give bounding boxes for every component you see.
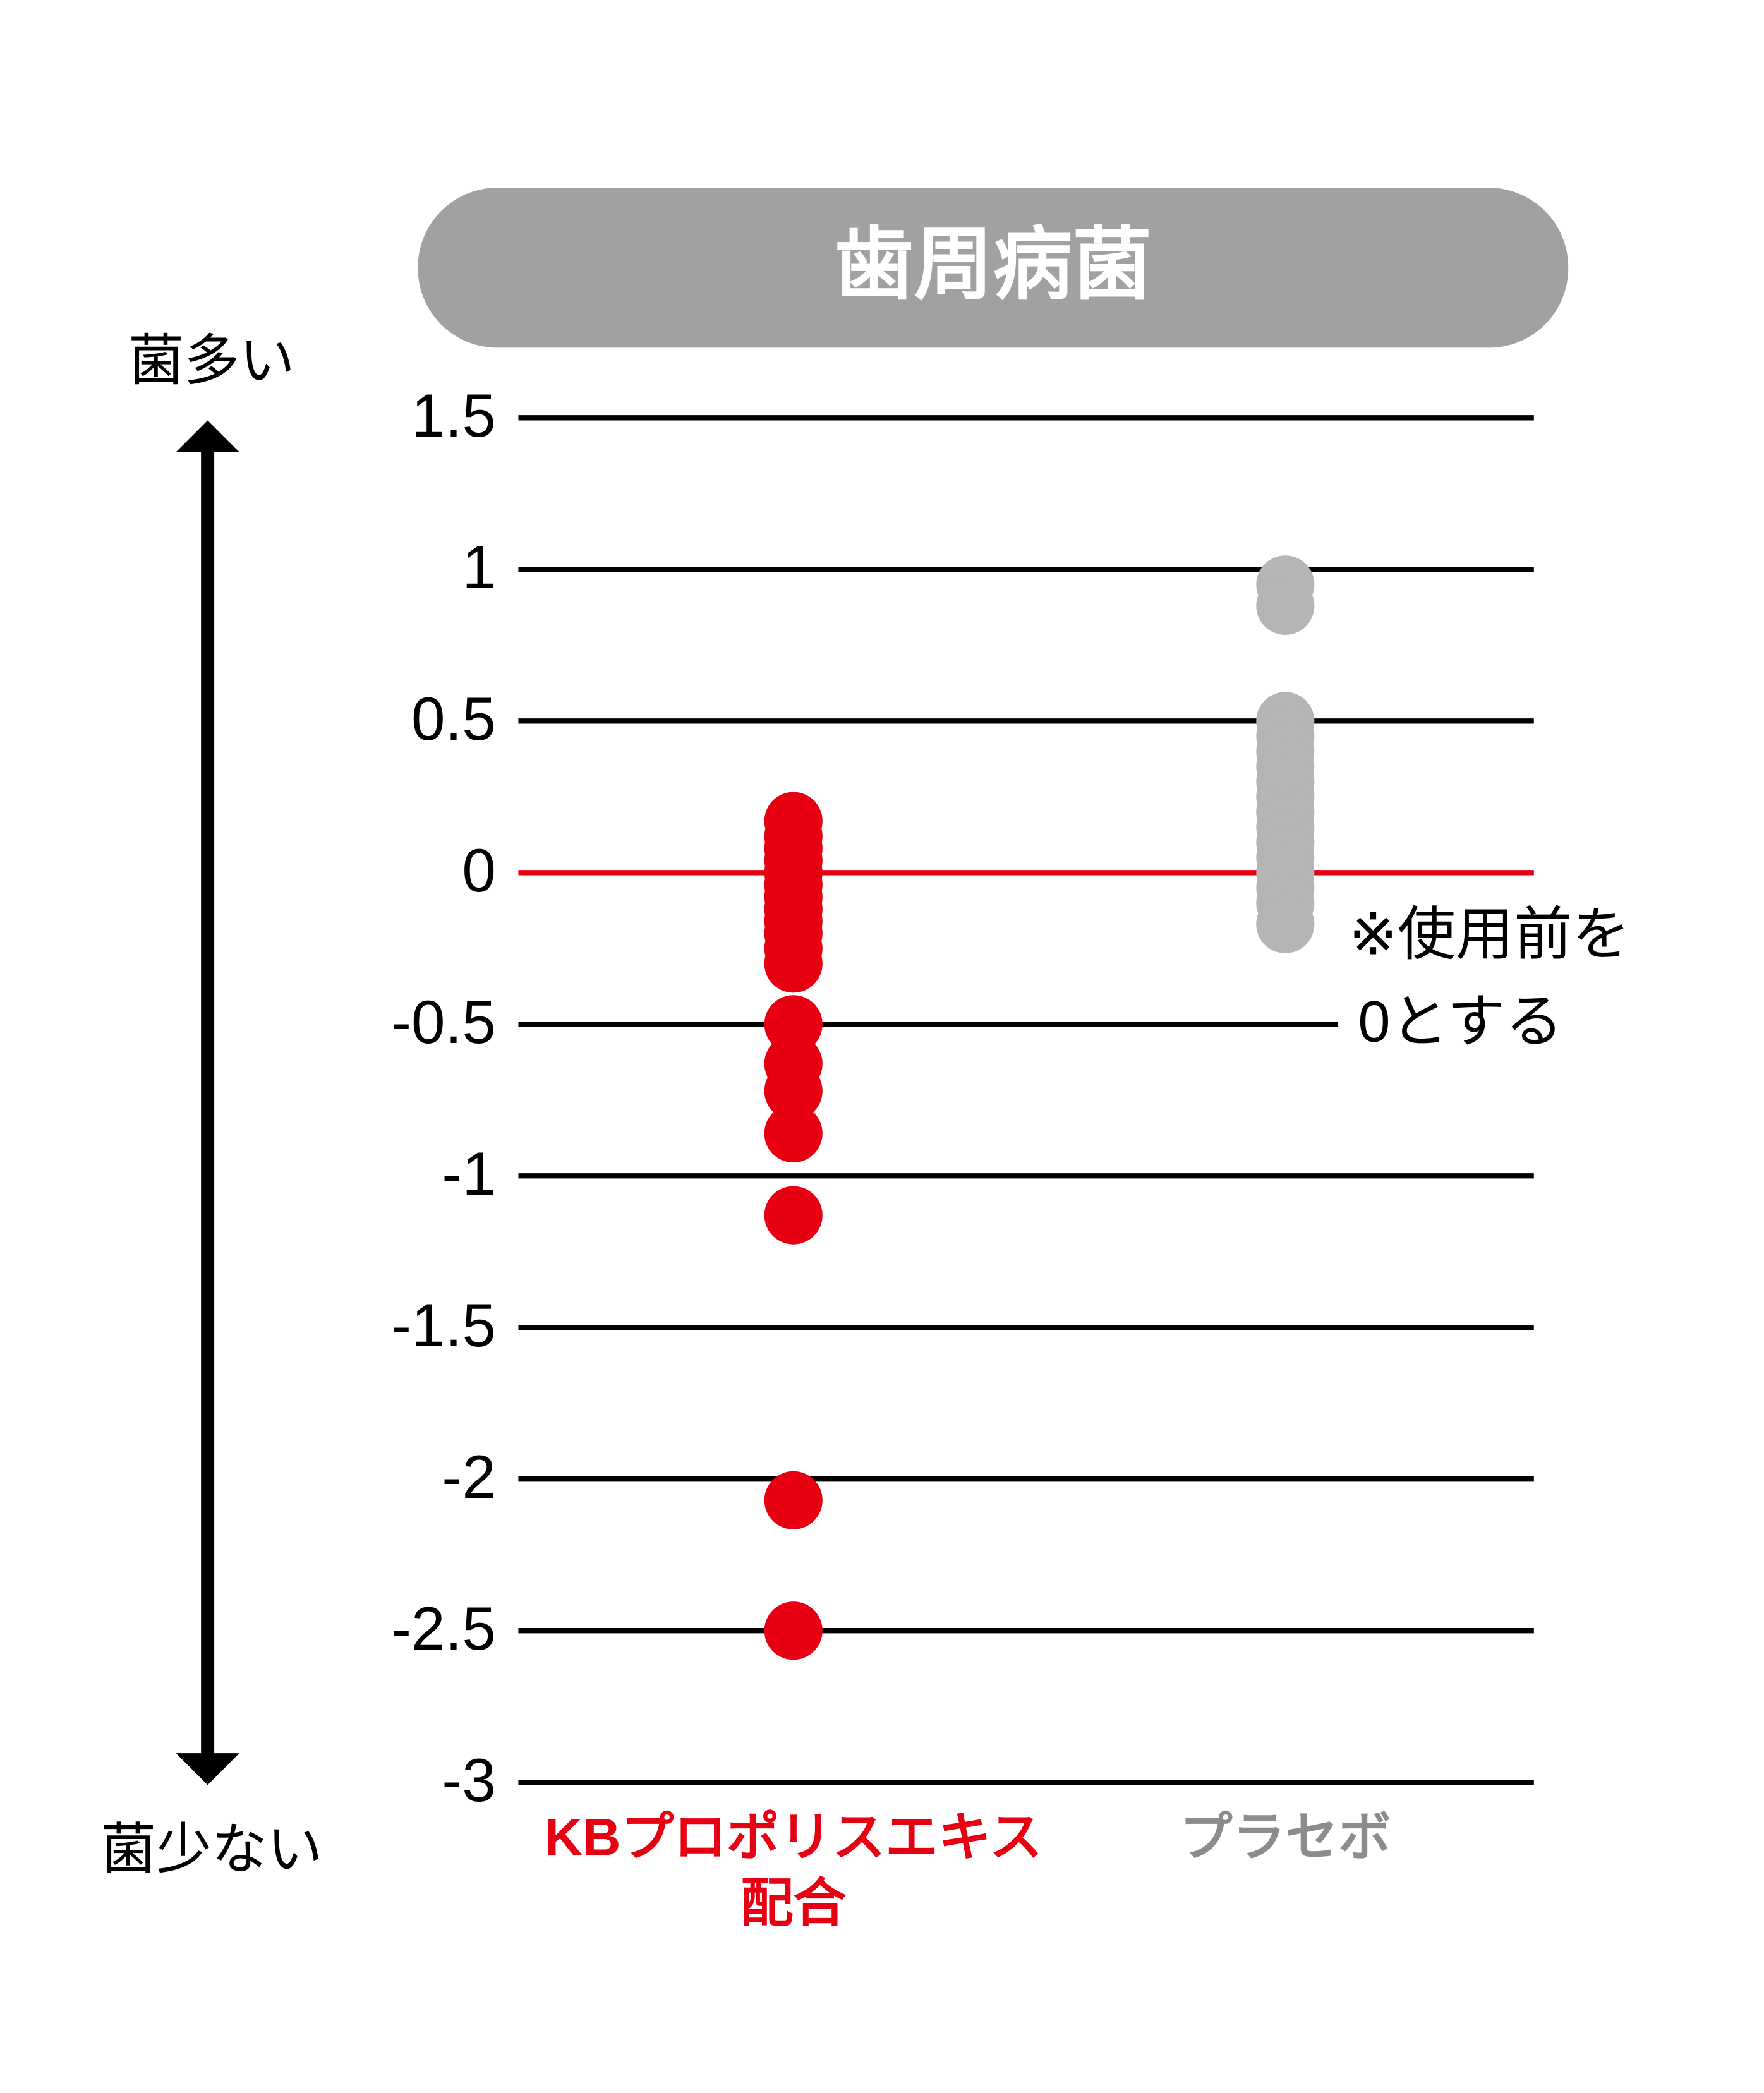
x-tick-label: KBプロポリスエキス配合 [544,1809,1042,1933]
chart-title: 歯周病菌 [835,220,1152,309]
title-banner [418,188,1569,348]
y-tick-label: -1 [442,1140,496,1208]
data-point [764,1601,823,1660]
y-tick-label: -3 [442,1747,496,1814]
x-label-box: KBプロポリスエキス配合 [544,1809,1042,1933]
y-tick-label: -1.5 [391,1292,496,1360]
data-point [764,1471,823,1529]
annotation-bg [1338,899,1735,1071]
y-tick-label: -0.5 [391,989,496,1056]
annotation: ※使用前を [1349,902,1630,967]
x-tick-label: プラセボ [1179,1809,1391,1867]
y-label-bottom: 菌少ない [100,1818,323,1880]
data-point [1256,895,1315,953]
y-tick-label: 1 [462,534,496,601]
y-tick-label: -2 [442,1444,496,1511]
data-point [764,1104,823,1163]
x-label-box: プラセボ [1179,1809,1391,1867]
arrow-head [176,1753,239,1785]
annotation: 0とする [1358,989,1563,1054]
data-point [764,934,823,993]
arrow-head [176,420,239,452]
y-tick-label: 0 [462,837,496,905]
y-tick-label: -2.5 [391,1595,496,1663]
data-point [764,1061,823,1120]
grid [518,415,1534,1785]
data-point [1256,576,1315,635]
y-tick-label: 1.5 [411,382,496,450]
data-point [764,1186,823,1245]
y-label-top: 菌多い [128,329,295,392]
y-tick-label: 0.5 [411,685,496,753]
